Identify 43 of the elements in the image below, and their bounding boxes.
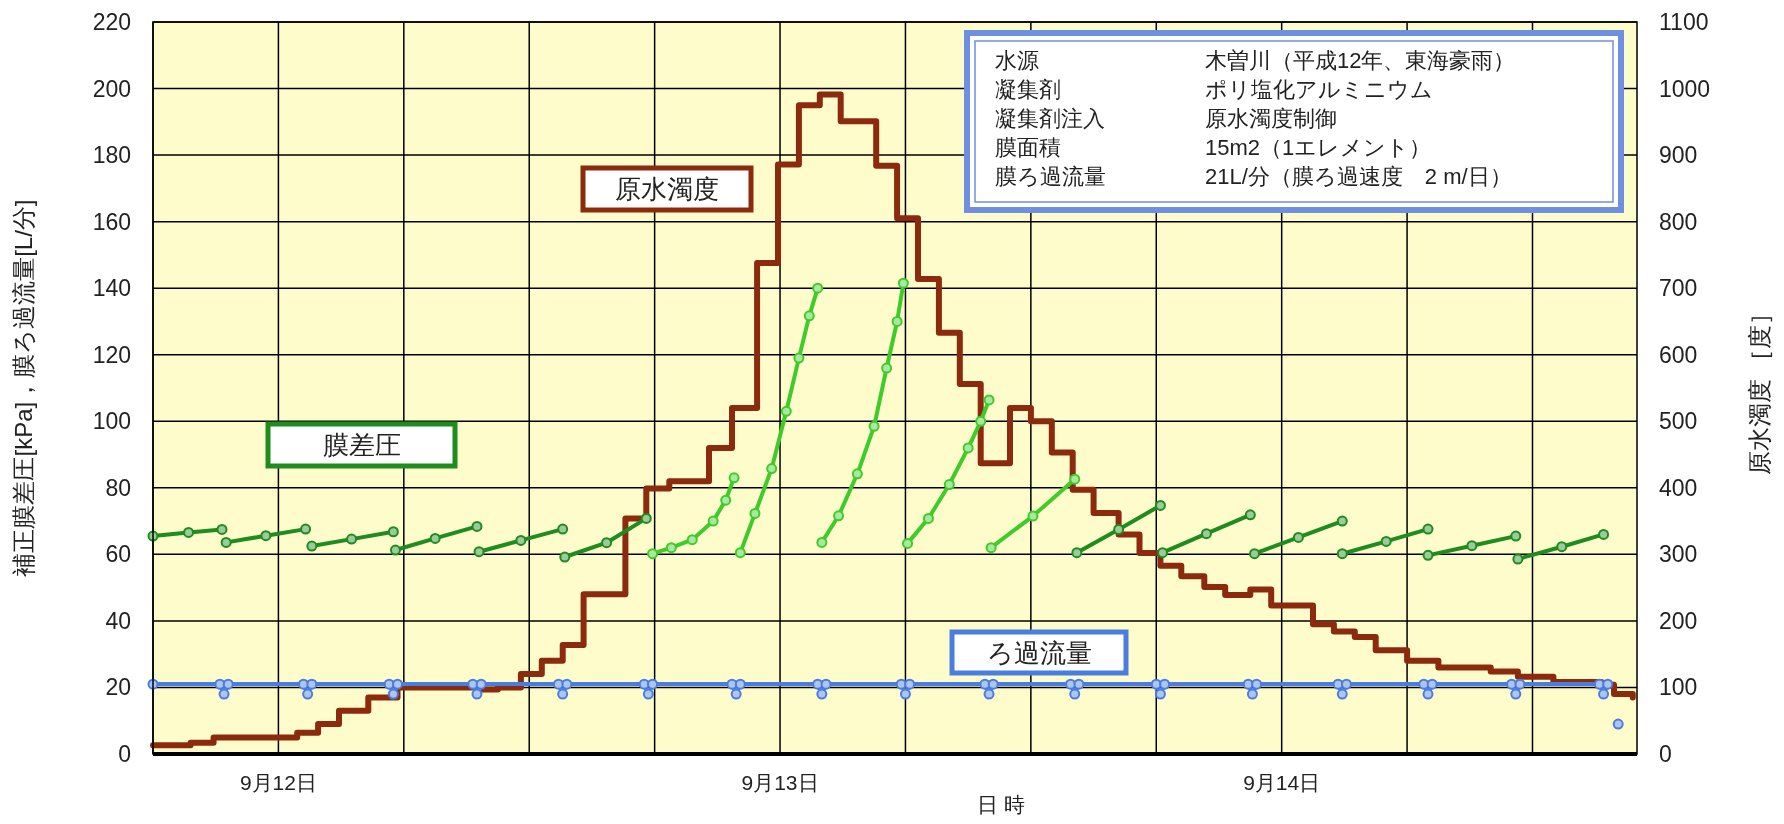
annotation: 原水濁度制御 — [1205, 106, 1337, 131]
y-tick-label: 80 — [105, 474, 131, 501]
text: 原水濁度 — [615, 174, 719, 204]
y2-tick-label: 100 — [1659, 674, 1698, 701]
y-tick-label: 0 — [118, 741, 131, 767]
y2-tick-label: 1000 — [1659, 75, 1711, 102]
annotation: 膜ろ過流量 — [995, 164, 1106, 189]
annotation: 21L/分（膜ろ過速度 2 m/日） — [1205, 164, 1512, 189]
y2-tick-label: 500 — [1659, 408, 1698, 435]
y2-axis-title: 原水濁度 ［度］ — [1746, 300, 1773, 476]
y-tick-label: 100 — [92, 408, 131, 435]
y2-tick-label: 400 — [1659, 474, 1698, 501]
y2-tick-label: 0 — [1659, 741, 1672, 767]
y-tick-label: 180 — [92, 142, 131, 169]
text: 膜差圧 — [322, 430, 401, 460]
y-tick-label: 200 — [92, 75, 131, 102]
annotation: 水源 — [995, 48, 1039, 73]
x-tick-label: 9月14日 — [1243, 771, 1321, 794]
y2-tick-label: 300 — [1659, 541, 1698, 568]
annotation: 膜面積 — [995, 135, 1061, 160]
annotation: 木曽川（平成12年、東海豪雨） — [1205, 48, 1516, 73]
x-axis-title: 日 時 — [977, 793, 1025, 816]
y2-tick-label: 900 — [1659, 142, 1698, 169]
y-tick-label: 60 — [105, 541, 131, 568]
annotation: 凝集剤 — [995, 77, 1061, 102]
x-tick-label: 9月12日 — [239, 771, 317, 794]
y2-tick-label: 200 — [1659, 607, 1698, 634]
annotation: 凝集剤注入 — [995, 106, 1105, 131]
y2-tick-label: 700 — [1659, 275, 1698, 302]
y-axis-title: 補正膜差圧[kPa]，膜ろ過流量[L/分] — [10, 199, 37, 577]
x-tick-label: 9月13日 — [741, 771, 819, 794]
y-tick-label: 160 — [92, 208, 131, 235]
y-tick-label: 220 — [92, 9, 131, 35]
series-label: ろ過流量 — [986, 637, 1092, 668]
y-tick-label: 20 — [105, 674, 131, 701]
annotation: 15m2（1エレメント） — [1205, 135, 1432, 160]
y-tick-label: 140 — [92, 275, 131, 302]
y-tick-label: 40 — [105, 607, 131, 634]
y2-tick-label: 1100 — [1659, 9, 1709, 35]
y2-tick-label: 800 — [1659, 208, 1698, 235]
y-tick-label: 120 — [92, 341, 131, 368]
annotation: ポリ塩化アルミニウム — [1205, 77, 1433, 102]
y2-tick-label: 600 — [1659, 341, 1698, 368]
